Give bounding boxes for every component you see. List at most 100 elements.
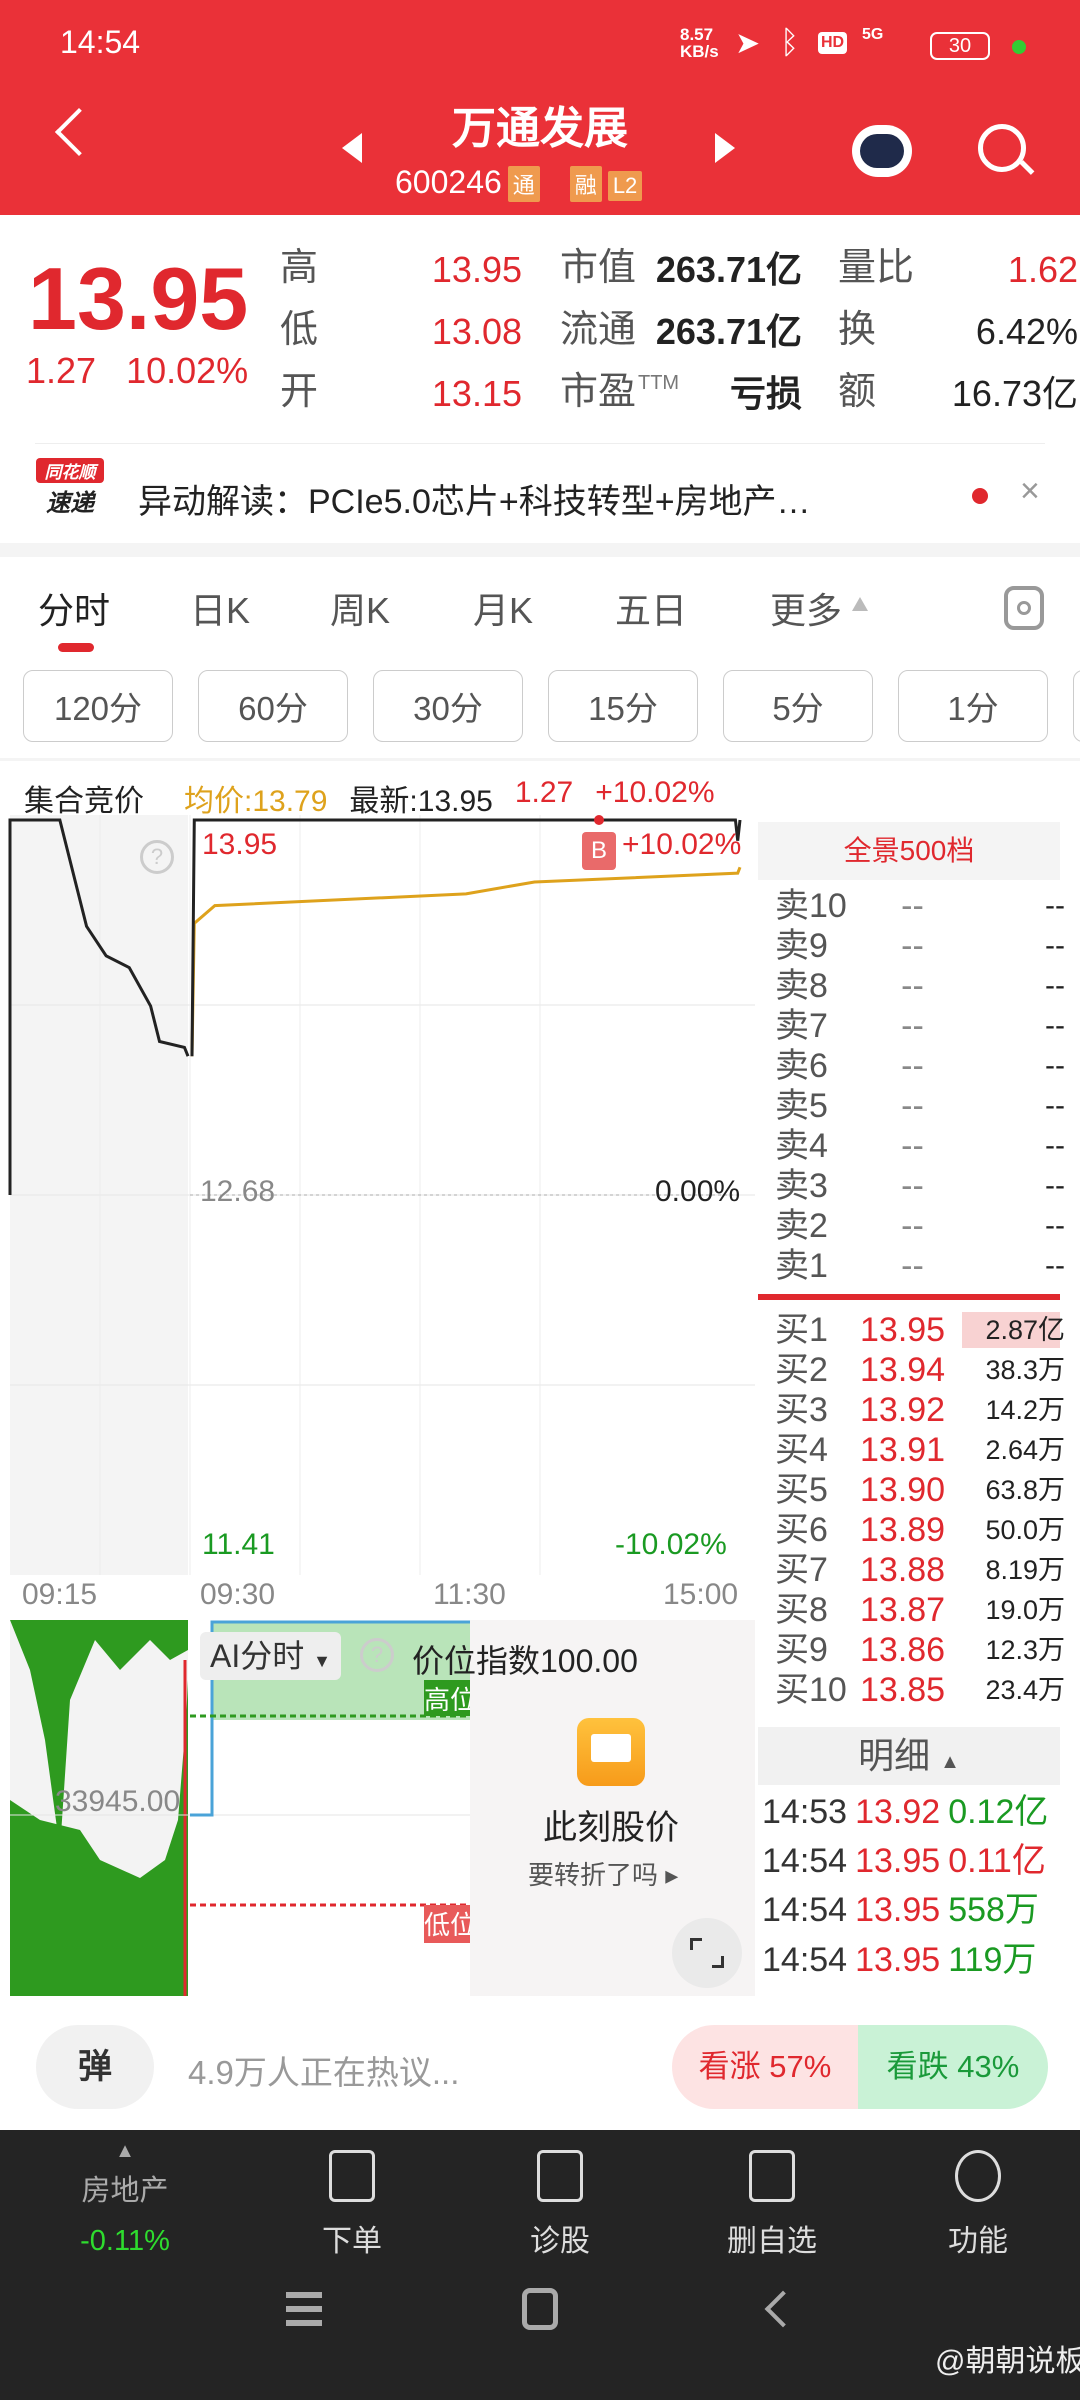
location-icon: ➤ xyxy=(735,27,761,60)
ask-row[interactable]: 卖2 -- -- xyxy=(775,1208,1075,1244)
tab-4[interactable]: 五日 xyxy=(615,590,688,631)
ask-row[interactable]: 卖10 -- -- xyxy=(775,888,1075,924)
full-depth-button[interactable]: 全景500档 xyxy=(758,822,1060,880)
bid-row[interactable]: 买4 13.91 2.64万 xyxy=(775,1432,1075,1468)
nav-2[interactable]: 删自选 xyxy=(702,2150,842,2260)
bid-level: 买6 xyxy=(775,1511,828,1549)
ask-row[interactable]: 卖8 -- -- xyxy=(775,968,1075,1004)
volume-chart[interactable] xyxy=(0,1620,755,1998)
chart-change: 1.27 xyxy=(514,776,574,809)
bid-price: 13.85 xyxy=(860,1671,946,1709)
news-headline[interactable]: 异动解读：PCIe5.0芯片+科技转型+房地产… xyxy=(138,483,811,521)
discussion-link[interactable]: 4.9万人正在热议... xyxy=(188,2054,460,2091)
bid-row[interactable]: 买3 13.92 14.2万 xyxy=(775,1392,1075,1428)
period-button[interactable]: 30分 xyxy=(373,670,523,742)
ask-row[interactable]: 卖7 -- -- xyxy=(775,1008,1075,1044)
search-icon[interactable] xyxy=(978,124,1035,175)
intraday-price-chart[interactable] xyxy=(0,815,755,1575)
ask-volume: -- xyxy=(1045,929,1065,962)
bid-row[interactable]: 买6 13.89 50.0万 xyxy=(775,1512,1075,1548)
ask-row[interactable]: 卖1 -- -- xyxy=(775,1248,1075,1284)
tab-5[interactable]: 更多 xyxy=(770,590,843,631)
quote-value: 6.42% xyxy=(975,311,1078,352)
ask-row[interactable]: 卖5 -- -- xyxy=(775,1088,1075,1124)
ask-price: -- xyxy=(901,1127,924,1165)
ai-mode-dropdown[interactable]: AI分时 ▼ xyxy=(200,1632,341,1680)
period-button[interactable]: 5分 xyxy=(723,670,873,742)
sector-indicator[interactable]: ▲ 房地产 -0.11% xyxy=(80,2140,170,2257)
bid-price: 13.95 xyxy=(860,1311,946,1349)
ask-level: 卖6 xyxy=(775,1047,828,1085)
ask-volume: -- xyxy=(1045,1129,1065,1162)
ths-news-logo: 同花顺 速递 xyxy=(36,458,104,530)
help-icon[interactable]: ? xyxy=(360,1638,394,1672)
danmu-toggle[interactable]: 弹 xyxy=(36,2025,154,2109)
tab-3[interactable]: 月K xyxy=(473,590,534,631)
promo-subtitle[interactable]: 要转折了吗 ▸ xyxy=(528,1860,679,1890)
promo-title[interactable]: 此刻股价 xyxy=(543,1809,679,1847)
period-button-more[interactable] xyxy=(1073,670,1080,742)
home-icon[interactable] xyxy=(522,2288,558,2330)
ask-row[interactable]: 卖3 -- -- xyxy=(775,1168,1075,1204)
trade-price: 13.95 xyxy=(855,1842,941,1880)
nav-3[interactable]: 功能 xyxy=(908,2150,1048,2260)
buy-marker[interactable]: B xyxy=(582,832,616,870)
bid-row[interactable]: 买7 13.88 8.19万 xyxy=(775,1552,1075,1588)
trade-time: 14:54 xyxy=(762,1891,848,1929)
period-button[interactable]: 60分 xyxy=(198,670,348,742)
bid-row[interactable]: 买8 13.87 19.0万 xyxy=(775,1592,1075,1628)
ask-level: 卖5 xyxy=(775,1087,828,1125)
bid-level: 买10 xyxy=(775,1671,847,1709)
functions-icon xyxy=(955,2150,1001,2202)
bid-level: 买7 xyxy=(775,1551,828,1589)
trade-time: 14:53 xyxy=(762,1793,848,1831)
close-news-button[interactable]: × xyxy=(1020,472,1040,510)
prev-stock-icon[interactable] xyxy=(342,133,362,163)
y-bottom-label: 11.41 xyxy=(202,1528,275,1561)
bid-price: 13.88 xyxy=(860,1551,946,1589)
ask-price: -- xyxy=(901,1207,924,1245)
trade-time: 14:54 xyxy=(762,1842,848,1880)
stock-name: 万通发展 xyxy=(452,104,628,153)
ask-volume: -- xyxy=(1045,1249,1065,1282)
period-button[interactable]: 1分 xyxy=(898,670,1048,742)
bid-volume: 2.64万 xyxy=(985,1435,1065,1465)
more-arrow-icon[interactable] xyxy=(852,597,868,611)
hd-icon: HD xyxy=(818,32,848,54)
bid-row[interactable]: 买9 13.86 12.3万 xyxy=(775,1632,1075,1668)
expand-icon[interactable] xyxy=(672,1918,742,1988)
ask-row[interactable]: 卖9 -- -- xyxy=(775,928,1075,964)
tab-0[interactable]: 分时 xyxy=(38,590,111,631)
menu-icon[interactable] xyxy=(286,2292,322,2326)
ask-row[interactable]: 卖6 -- -- xyxy=(775,1048,1075,1084)
stock-code: 600246 xyxy=(395,164,502,200)
period-button[interactable]: 15分 xyxy=(548,670,698,742)
ask-row[interactable]: 卖4 -- -- xyxy=(775,1128,1075,1164)
back-icon[interactable] xyxy=(54,107,104,157)
bearish-button[interactable]: 看跌 43% xyxy=(858,2025,1048,2109)
trade-row: 14:54 13.95 0.11亿 xyxy=(762,1841,1072,1881)
stock-monitor-icon[interactable] xyxy=(577,1718,645,1786)
bullish-button[interactable]: 看涨 57% xyxy=(672,2025,858,2109)
bid-row[interactable]: 买1 13.95 2.87亿 xyxy=(775,1312,1075,1348)
tab-1[interactable]: 日K xyxy=(190,590,251,631)
chart-change-pct: +10.02% xyxy=(595,776,715,809)
bid-row[interactable]: 买10 13.85 23.4万 xyxy=(775,1672,1075,1708)
robot-assistant-icon[interactable] xyxy=(852,125,912,177)
detail-toggle[interactable]: 明细 ▲ xyxy=(758,1727,1060,1785)
quote-value: 13.08 xyxy=(431,311,522,352)
time-label: 11:30 xyxy=(433,1578,506,1611)
help-icon[interactable]: ? xyxy=(140,840,174,874)
tab-2[interactable]: 周K xyxy=(330,590,391,631)
price-change: 1.27 10.02% xyxy=(26,350,249,391)
nav-1[interactable]: 诊股 xyxy=(490,2150,630,2260)
nav-0[interactable]: 下单 xyxy=(282,2150,422,2260)
period-button[interactable]: 120分 xyxy=(23,670,173,742)
next-stock-icon[interactable] xyxy=(715,133,735,163)
settings-icon[interactable] xyxy=(1004,586,1044,630)
ask-level: 卖2 xyxy=(775,1207,828,1245)
bid-row[interactable]: 买2 13.94 38.3万 xyxy=(775,1352,1075,1388)
bid-row[interactable]: 买5 13.90 63.8万 xyxy=(775,1472,1075,1508)
dot-icon xyxy=(1012,40,1026,54)
tag-rong: 融 xyxy=(569,166,602,202)
